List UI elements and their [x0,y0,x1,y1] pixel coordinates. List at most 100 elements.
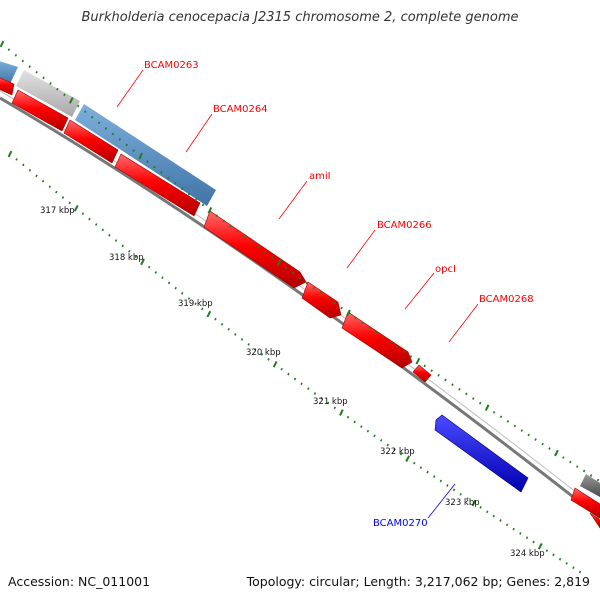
minor-tick [284,266,288,270]
minor-tick [569,460,572,464]
gene-arrow[interactable] [114,153,201,217]
gene-arrow[interactable] [63,119,119,164]
minor-tick [240,338,244,341]
scale-label: 323 kbp [445,498,480,508]
major-tick [206,310,212,318]
label-leaders [116,69,479,519]
minor-tick [479,506,482,509]
gene-arrow[interactable] [412,364,432,383]
minor-tick [187,192,191,196]
minor-tick [548,447,551,450]
major-tick [207,206,213,214]
accession-text: Accession: NC_011001 [8,574,151,589]
gene-arrow-reverse[interactable] [434,414,529,493]
minor-tick [280,367,283,371]
minor-tick [253,348,257,351]
gene-arrow[interactable] [301,281,342,319]
feature-bar-dark[interactable] [580,474,600,497]
minor-tick [154,271,158,274]
feature-bar-steelblue-2[interactable] [75,104,216,206]
gene-label-bcam0266[interactable]: BCAM0266 [377,220,432,231]
minor-tick [236,230,239,233]
gene-label-opci[interactable]: opcI [435,264,456,275]
minor-tick [423,364,426,368]
gene-label-bcam0263[interactable]: BCAM0263 [144,60,199,71]
scale-label: 320 kbp [246,348,281,358]
gene-arrow[interactable] [11,89,69,132]
forward-genes [0,76,600,529]
minor-tick [271,256,274,259]
minor-tick [227,327,230,331]
minor-tick [215,214,219,217]
feature-bar-steelblue[interactable] [0,60,18,84]
minor-tick [305,281,309,285]
minor-tick [147,265,151,269]
minor-tick [229,224,232,228]
minor-tick [512,527,515,531]
minor-tick [114,239,118,242]
genome-summary-text: Topology: circular; Length: 3,217,062 bp… [246,574,590,589]
minor-tick [128,249,131,253]
minor-tick [287,372,290,376]
gene-arrow[interactable] [589,512,600,529]
minor-tick [562,456,565,459]
gene-labels: BCAM0263 BCAM0264 amiI BCAM0266 opcI BCA… [144,60,534,529]
major-tick [7,150,13,158]
minor-tick [111,132,115,136]
minor-tick [565,562,568,565]
major-tick [68,97,74,104]
scale-labels: 317 kbp 318 kbp 319 kbp 320 kbp 321 kbp … [40,206,545,559]
minor-tick [76,104,80,108]
gene-label-amii[interactable]: amiI [309,171,331,182]
minor-tick [222,219,226,223]
minor-tick [552,553,555,557]
minor-tick [430,369,433,372]
minor-tick [361,321,364,325]
reverse-genes [434,414,529,493]
feature-bar-gray[interactable] [16,70,80,117]
leader-line [116,69,144,108]
gene-arrow[interactable] [0,76,15,96]
minor-tick [160,171,163,174]
minor-tick [596,478,600,482]
minor-tick [465,392,468,396]
minor-tick [319,291,323,295]
gene-label-bcam0268[interactable]: BCAM0268 [479,294,534,305]
minor-tick [300,382,303,386]
minor-tick [458,387,461,391]
minor-tick [42,76,45,80]
minor-tick [499,415,503,419]
minor-tick [541,442,544,446]
leader-line [346,229,376,269]
gene-arrow[interactable] [203,210,307,289]
minor-tick [505,523,509,527]
minor-tick [373,434,376,438]
minor-tick [81,212,85,216]
minor-tick [174,286,177,290]
minor-tick [419,466,423,469]
gene-label-bcam0270[interactable]: BCAM0270 [373,518,428,529]
minor-tick [187,297,191,300]
major-tick [405,455,410,462]
minor-tick [307,387,310,391]
minor-tick [234,333,237,336]
minor-tick [353,420,356,424]
minor-tick [360,425,363,428]
minor-tick [409,355,413,358]
gene-arrow[interactable] [570,487,600,519]
major-tick [537,542,543,550]
minor-tick [298,276,302,280]
major-tick [484,404,490,412]
major-tick [554,449,559,457]
minor-tick [250,240,253,244]
scale-label: 319 kbp [178,299,213,309]
major-tick [276,259,282,267]
leader-line [278,180,308,220]
minor-tick [499,519,502,522]
gene-arrow[interactable] [341,311,413,369]
minor-tick [437,373,440,377]
minor-tick [194,198,198,201]
minor-tick [558,557,562,561]
gene-label-bcam0264[interactable]: BCAM0264 [213,104,268,115]
